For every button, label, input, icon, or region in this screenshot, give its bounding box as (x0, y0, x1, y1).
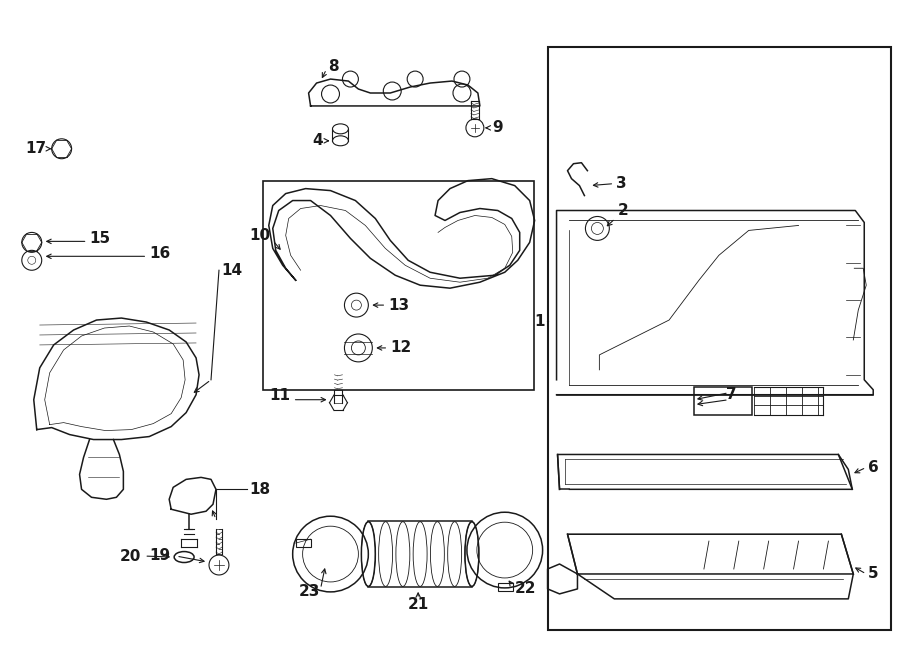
Text: 22: 22 (515, 582, 536, 596)
Text: 16: 16 (149, 246, 170, 261)
Text: 8: 8 (328, 59, 339, 73)
Text: 18: 18 (248, 482, 270, 497)
Text: 1: 1 (534, 313, 544, 329)
Text: 3: 3 (616, 176, 627, 191)
Text: 12: 12 (391, 340, 411, 356)
Text: 14: 14 (221, 263, 242, 278)
Text: 23: 23 (299, 584, 320, 600)
Text: 10: 10 (249, 228, 271, 243)
Text: 11: 11 (270, 388, 291, 403)
Bar (498, 583, 513, 591)
Text: 7: 7 (726, 387, 737, 403)
Text: 13: 13 (388, 297, 410, 313)
Bar (694, 387, 751, 414)
Text: 2: 2 (617, 203, 628, 218)
Bar (263, 180, 534, 390)
Text: 17: 17 (25, 141, 47, 156)
Text: 15: 15 (89, 231, 111, 246)
Text: 20: 20 (120, 549, 141, 564)
Text: 6: 6 (868, 460, 879, 475)
Text: 19: 19 (149, 547, 170, 563)
Text: 4: 4 (312, 134, 322, 148)
Bar (547, 47, 891, 630)
Bar (296, 539, 310, 547)
Text: 5: 5 (868, 566, 879, 582)
Text: 21: 21 (408, 598, 428, 612)
Text: 9: 9 (491, 120, 502, 136)
